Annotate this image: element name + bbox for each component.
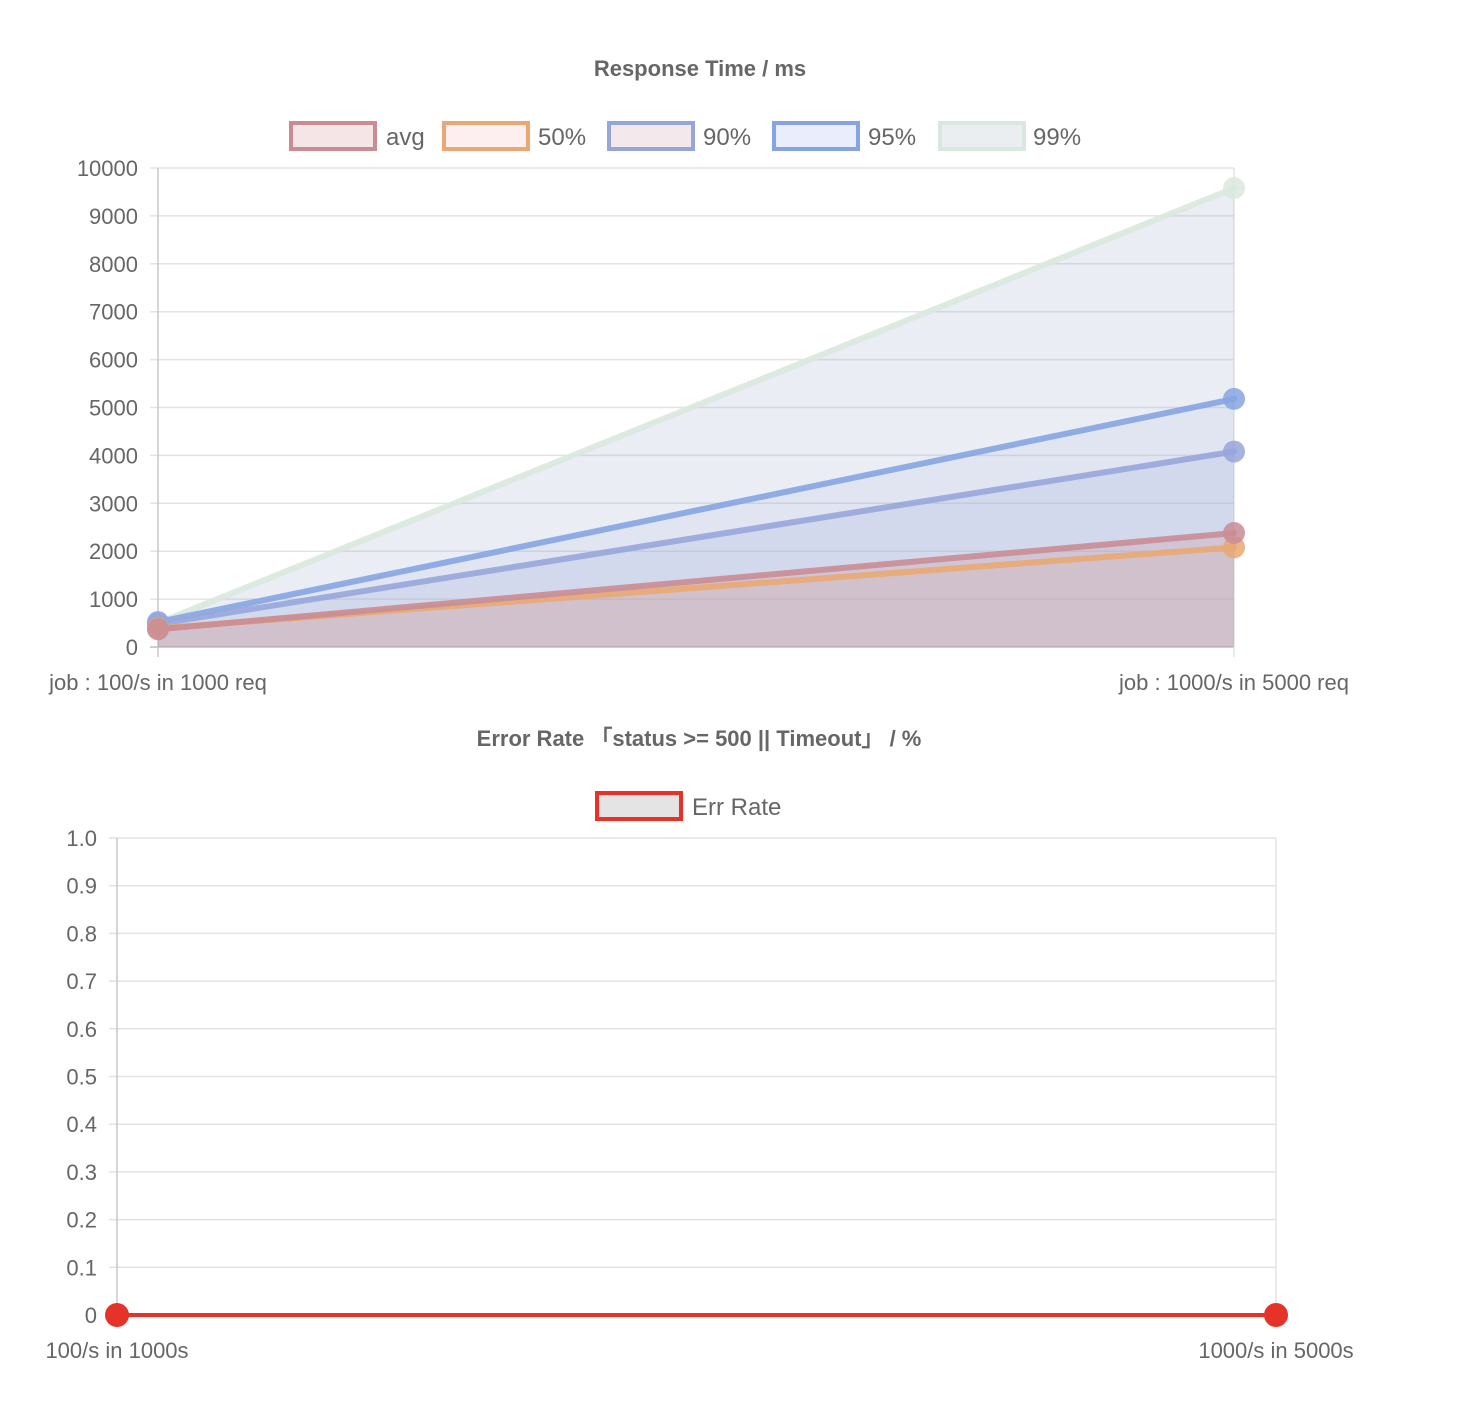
series-points — [147, 177, 1245, 641]
legend-label: 50% — [538, 124, 586, 151]
legend-label: 90% — [703, 124, 751, 151]
y-tick-label: 1000 — [89, 587, 138, 612]
chart-title: Response Time / ms — [594, 56, 806, 81]
x-tick-label: 1000/s in 5000s — [1198, 1338, 1353, 1363]
y-tick-label: 1.0 — [66, 826, 97, 851]
y-tick-label: 2000 — [89, 539, 138, 564]
data-point[interactable] — [1223, 177, 1245, 200]
y-tick-label: 10000 — [77, 156, 138, 181]
legend-swatch — [289, 121, 377, 151]
legend-label: 99% — [1033, 124, 1081, 151]
legend-swatch — [595, 791, 683, 821]
series-line — [155, 448, 1237, 628]
y-tick-label: 4000 — [89, 443, 138, 468]
legend-item[interactable]: 50% — [442, 121, 586, 151]
legend-item[interactable]: 90% — [607, 121, 751, 151]
y-tick-label: 0 — [126, 635, 138, 660]
legend-item[interactable]: 99% — [938, 121, 1081, 151]
x-tick-label: job : 100/s in 1000 req — [48, 670, 267, 695]
data-point[interactable] — [1223, 440, 1245, 463]
legend-swatch — [772, 121, 860, 151]
legend-swatch — [442, 121, 530, 151]
series-area — [158, 188, 1234, 648]
y-tick-label: 0 — [85, 1303, 97, 1328]
y-tick-label: 0.2 — [66, 1208, 97, 1233]
legend-label: avg — [386, 124, 425, 151]
legend: avg 50% 90% 95% 99% — [289, 121, 1081, 151]
y-tick-label: 0.6 — [66, 1017, 97, 1042]
y-tick-label: 0.1 — [66, 1255, 97, 1280]
y-tick-label: 0.5 — [66, 1065, 97, 1090]
y-tick-label: 7000 — [89, 300, 138, 325]
x-axis: job : 100/s in 1000 req job : 1000/s in 5… — [48, 670, 1349, 695]
y-tick-label: 6000 — [89, 348, 138, 373]
legend-item[interactable]: 95% — [772, 121, 916, 151]
y-tick-label: 0.3 — [66, 1160, 97, 1185]
y-tick-label: 8000 — [89, 252, 138, 277]
y-tick-label: 3000 — [89, 491, 138, 516]
data-point[interactable] — [147, 618, 169, 641]
legend-label: 95% — [868, 124, 916, 151]
response-time-chart: Response Time / ms avg 50% 90% 95% 99% 10000… — [48, 56, 1349, 695]
legend-swatch — [938, 121, 1026, 151]
series-area — [158, 398, 1234, 647]
y-tick-label: 0.4 — [66, 1112, 97, 1137]
series-line — [155, 185, 1237, 627]
series-line — [155, 529, 1237, 633]
series-points — [105, 1303, 1288, 1327]
y-tick-label: 0.7 — [66, 969, 97, 994]
x-tick-label: job : 1000/s in 5000 req — [1118, 670, 1349, 695]
data-point[interactable] — [1223, 387, 1245, 410]
series-areas — [158, 188, 1234, 648]
series-line — [155, 395, 1237, 626]
y-axis: 1.0 0.9 0.8 0.7 0.6 0.5 0.4 0.3 0.2 0.1 0 — [66, 826, 97, 1328]
legend-item[interactable]: avg — [289, 121, 425, 151]
data-point[interactable] — [1223, 521, 1245, 544]
y-tick-label: 9000 — [89, 204, 138, 229]
series-lines — [155, 185, 1237, 633]
legend: Err Rate — [595, 791, 781, 821]
x-tick-label: 100/s in 1000s — [45, 1338, 188, 1363]
y-tick-label: 5000 — [89, 396, 138, 421]
x-axis: 100/s in 1000s 1000/s in 5000s — [45, 1338, 1353, 1363]
legend-label: Err Rate — [692, 794, 781, 821]
error-rate-chart: Error Rate 「status >= 500 || Timeout」 / … — [45, 726, 1353, 1363]
y-tick-label: 0.8 — [66, 921, 97, 946]
legend-item[interactable]: Err Rate — [595, 791, 781, 821]
series-area — [158, 451, 1234, 647]
y-tick-label: 0.9 — [66, 874, 97, 899]
grid — [109, 837, 1277, 1325]
series-area — [158, 547, 1234, 647]
data-point[interactable] — [1264, 1303, 1288, 1327]
legend-swatch — [607, 121, 695, 151]
data-point[interactable] — [105, 1303, 129, 1327]
y-axis: 1000090008000700060005000400030002000100… — [77, 156, 138, 660]
chart-title: Error Rate 「status >= 500 || Timeout」 / … — [477, 726, 922, 751]
